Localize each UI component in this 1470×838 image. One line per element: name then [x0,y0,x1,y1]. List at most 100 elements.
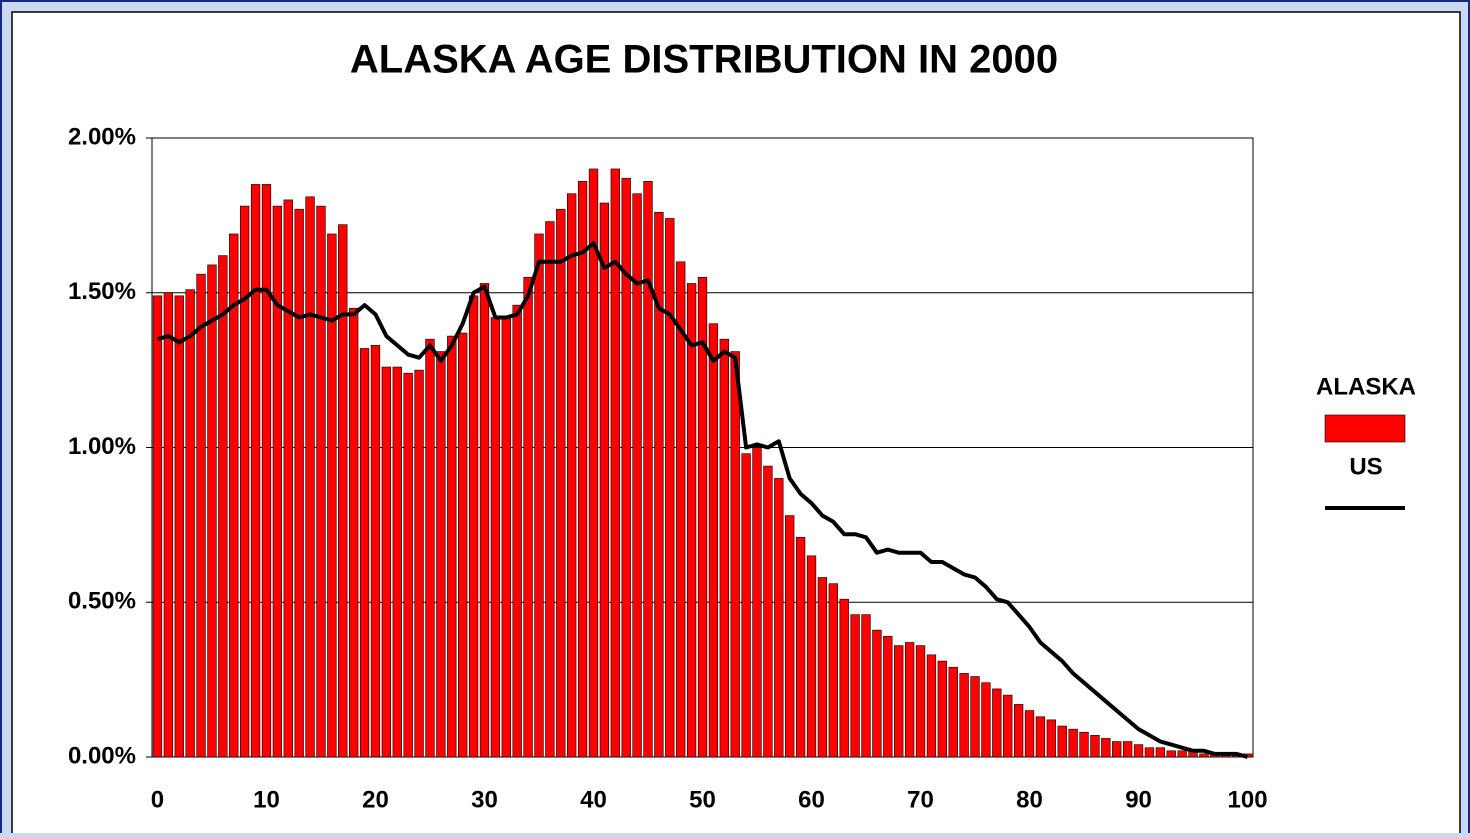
bar [719,338,729,758]
bar [1013,704,1024,758]
bar [403,372,413,758]
bar [1079,731,1089,758]
x-tick-label: 100 [1228,786,1268,813]
bar [686,283,697,758]
bar [218,255,228,758]
bar [207,264,217,758]
bar [447,335,457,758]
bar [937,660,947,758]
bar [1024,710,1035,758]
bar [349,307,359,758]
bar [392,366,402,758]
bar [174,295,184,758]
bar [359,348,370,758]
bar [1199,753,1209,758]
bar [1057,725,1067,758]
bar [261,184,272,758]
bar [643,181,653,758]
bar [621,177,631,758]
bar [163,292,174,758]
bar [730,351,740,758]
bar [1166,750,1176,758]
bar [414,369,424,758]
bar [915,645,926,758]
bar [577,181,588,758]
x-tick-label: 0 [151,786,164,813]
bar [370,345,381,758]
bar [708,323,719,758]
bar [1068,728,1078,758]
bar [904,642,915,758]
bar [828,583,838,758]
bar [970,676,980,758]
bar [817,577,828,758]
bar [599,202,610,758]
bar [458,332,468,758]
x-tick-label: 30 [471,786,498,813]
bar [850,614,860,758]
y-tick-label: 2.00% [68,123,136,150]
bar [250,184,261,758]
bar [556,208,566,758]
x-tick-label: 10 [253,786,280,813]
x-tick-label: 50 [689,786,716,813]
bar [588,168,599,758]
bar [1090,735,1100,758]
bar [545,221,555,758]
bar [1101,738,1111,758]
bar [894,645,904,758]
x-tick-label: 60 [798,786,825,813]
x-tick-label: 40 [580,786,607,813]
bar [316,205,326,758]
bar [839,598,849,758]
bar [327,233,337,758]
bar [676,261,686,758]
legend-swatch [1324,414,1406,443]
bar [1155,747,1166,758]
bar [926,654,937,758]
bar [861,614,871,758]
y-tick-label: 1.50% [68,278,136,305]
bar [425,338,435,758]
bar [665,218,675,758]
bar [272,205,283,758]
bar [490,317,501,758]
bar [381,366,392,758]
bar [763,465,773,758]
bar [741,453,751,758]
bar [1144,747,1155,758]
bar [1046,719,1056,758]
bar [534,233,544,758]
bar [1035,716,1046,758]
bar [992,688,1002,758]
bar [1177,750,1187,758]
bar [883,635,893,758]
bar [523,276,533,758]
bar [152,295,163,758]
legend-label: ALASKA [1316,373,1416,400]
bar [567,193,577,758]
bar [501,317,511,758]
y-tick-label: 0.00% [68,742,136,769]
bar [229,233,239,758]
bar [196,273,206,758]
bar [654,211,664,758]
legend-label: US [1349,453,1382,480]
bar [610,168,620,758]
bar [294,208,304,758]
bar [774,478,784,758]
line [156,241,1249,759]
bar [785,515,795,758]
bar [872,629,882,758]
bar [1112,741,1122,758]
bar [468,295,479,758]
bar [1122,741,1133,758]
bar [338,224,348,758]
bar [948,666,958,758]
bar [239,205,250,758]
bar [752,447,762,758]
x-tick-label: 90 [1125,786,1152,813]
y-tick-label: 0.50% [68,588,136,615]
